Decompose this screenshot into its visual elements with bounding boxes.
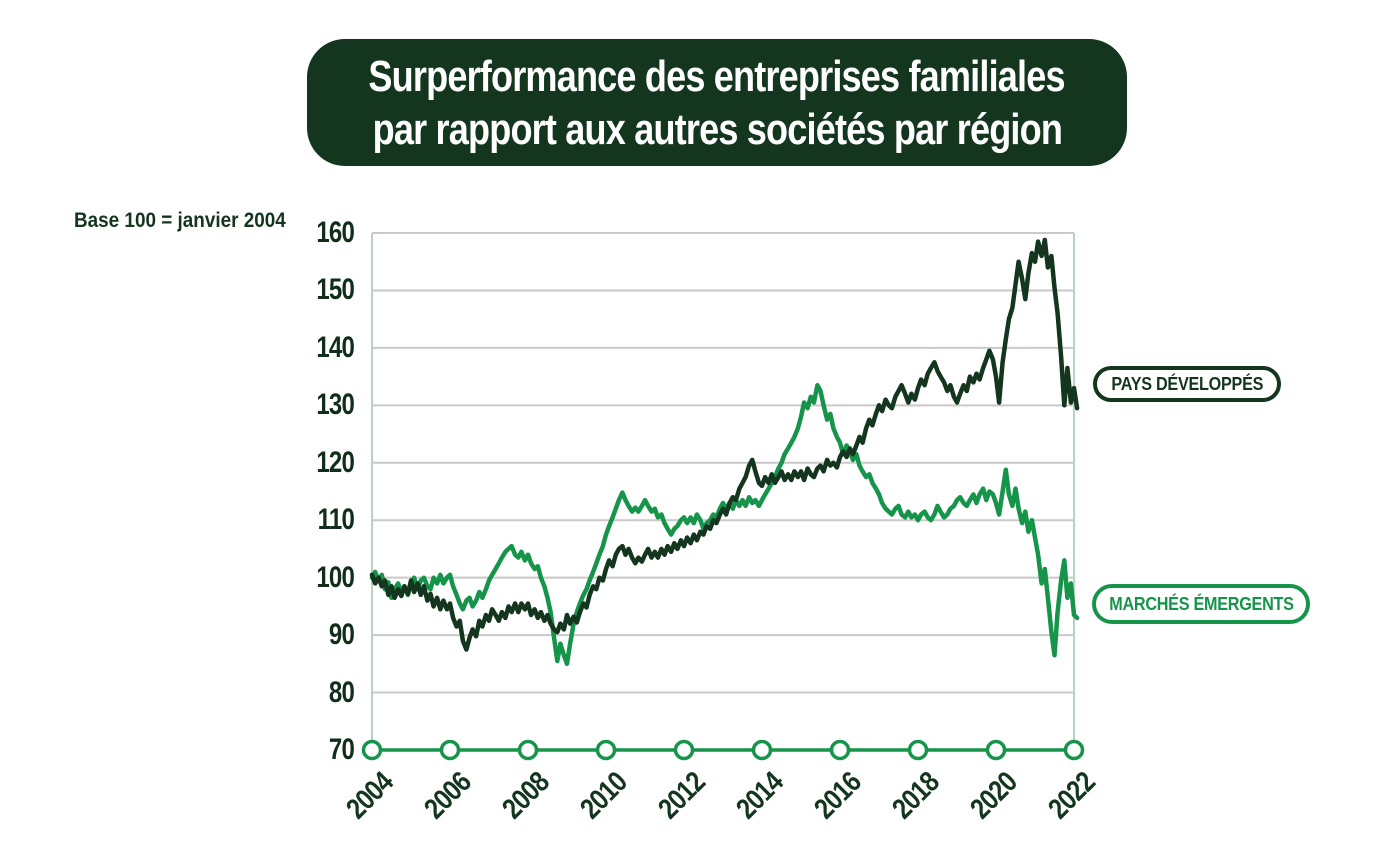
legend-pays-developpes: PAYS DÉVELOPPÉS — [1093, 366, 1281, 402]
legend-marches-emergents: MARCHÉS ÉMERGENTS — [1092, 584, 1310, 624]
axis-marker-2020 — [985, 739, 1007, 761]
base-index-label: Base 100 = janvier 2004 — [74, 209, 286, 232]
marches-emergents-line — [369, 382, 1080, 667]
axis-marker-2022 — [1063, 739, 1085, 761]
y-tick-label-120: 120 — [316, 445, 354, 479]
y-tick-label-140: 140 — [316, 330, 354, 364]
axis-marker-2014 — [751, 739, 773, 761]
chart-title-line1: Surperformance des entreprises familiale… — [368, 51, 1066, 101]
axis-marker-2004 — [361, 739, 383, 761]
axis-marker-2016 — [829, 739, 851, 761]
y-tick-label-160: 160 — [316, 216, 354, 249]
y-tick-label-100: 100 — [316, 560, 354, 594]
axis-marker-2006 — [439, 739, 461, 761]
y-tick-label-70: 70 — [328, 733, 355, 766]
y-tick-label-90: 90 — [328, 618, 355, 652]
y-tick-label-80: 80 — [328, 675, 355, 709]
legend-marches-emergents-label: MARCHÉS ÉMERGENTS — [1108, 593, 1294, 614]
pays-developpes-line — [369, 237, 1080, 652]
y-tick-label-150: 150 — [316, 273, 354, 307]
chart-title-line2: par rapport aux autres sociétés par régi… — [372, 104, 1062, 154]
y-axis-labels: 70 80 90 100 110 120 130 140 150 160 — [282, 0, 354, 856]
axis-marker-2008 — [517, 739, 539, 761]
axis-marker-2012 — [673, 739, 695, 761]
axis-marker-2010 — [595, 739, 617, 761]
y-tick-label-130: 130 — [316, 388, 354, 422]
y-tick-label-110: 110 — [317, 503, 355, 537]
chart-title: Surperformance des entreprises familiale… — [307, 39, 1127, 166]
legend-pays-developpes-label: PAYS DÉVELOPPÉS — [1111, 373, 1263, 394]
axis-marker-2018 — [907, 739, 929, 761]
